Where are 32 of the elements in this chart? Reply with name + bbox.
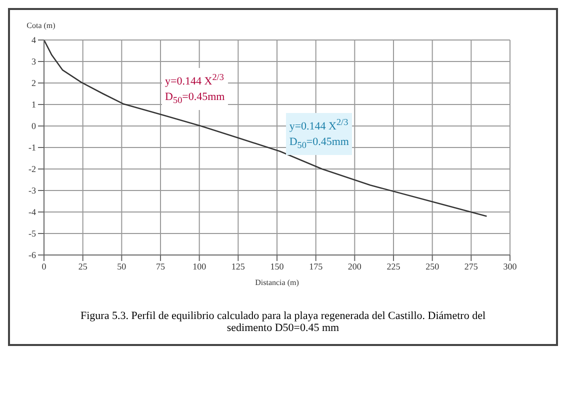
line-series: [44, 40, 488, 217]
annotation: y=0.144 X$^{2/3}$: [165, 70, 225, 90]
annotation: y=0.144 X$^{2/3}$: [289, 116, 349, 135]
y-tick-label: 3: [32, 56, 36, 67]
annotation: D$_{50}$=0.45mm: [165, 90, 225, 107]
y-tick-label: -2: [28, 164, 36, 174]
y-tick-label: 1: [32, 100, 36, 110]
x-tick-label: 225: [386, 261, 401, 272]
y-tick-label: -4: [28, 207, 36, 218]
x-tick-label: 275: [464, 261, 478, 272]
text: Figura 5.3. Perfil de equilibrio calculado para la playa regenerada del Castillo. Diámetro del sedimento D50=0.45 mm: [79, 310, 487, 334]
x-tick-label: 300: [503, 261, 518, 272]
x-tick-label: 50: [117, 261, 127, 272]
y-tick-label: -1: [28, 142, 36, 153]
y-axis-title: Cota (m): [26, 21, 56, 30]
x-tick-label: 25: [78, 261, 88, 272]
x-tick-label: 175: [309, 261, 324, 272]
x-tick-label: 150: [270, 261, 284, 272]
y-tick-label: -3: [28, 186, 36, 196]
x-axis-title: Distancia (m): [255, 278, 300, 287]
y-tick-label: 4: [32, 35, 36, 46]
x-tick-label: 75: [156, 261, 166, 272]
y-tick-label: -5: [28, 228, 36, 239]
y-tick-label: 0: [32, 121, 36, 132]
x-tick-label: 125: [231, 261, 246, 272]
x-tick-label: 200: [348, 261, 362, 272]
x-tick-label: 100: [192, 261, 207, 272]
x-tick-label: 250: [426, 261, 440, 272]
y-tick-label: -6: [28, 250, 36, 260]
annotation: D$_{50}$=0.45mm: [289, 134, 349, 152]
y-tick-label: 2: [32, 78, 36, 88]
x-tick-label: 0: [42, 261, 47, 272]
